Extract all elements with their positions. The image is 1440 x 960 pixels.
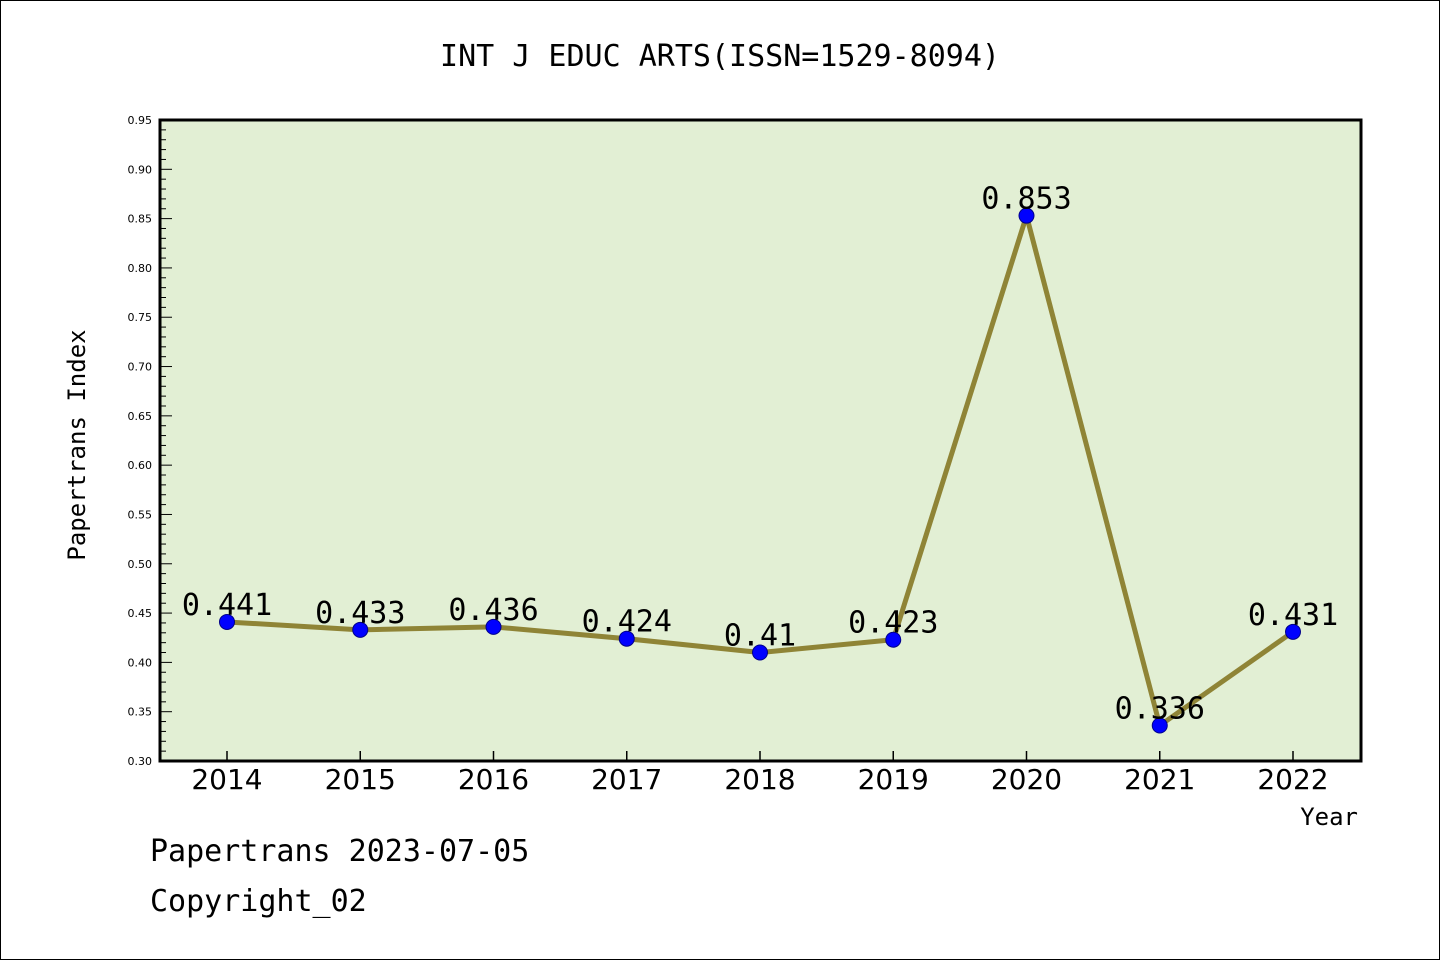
data-label: 0.431 [1248, 598, 1338, 633]
data-point [618, 630, 635, 647]
x-tick-label: 2022 [1257, 763, 1328, 796]
y-axis-label: Papertrans Index [63, 329, 91, 560]
y-axis: 0.30 0.35 0.40 0.45 0.50 0.55 0.60 0.65 0.70 0.75… [128, 114, 172, 768]
data-labels: 0.441 0.433 0.436 0.424 0.41 0.423 0.853 0.336 0… [182, 182, 1338, 727]
footer-copyright: Copyright_02 [150, 884, 367, 919]
x-tick-label: 2017 [591, 763, 662, 796]
y-tick-label: 0.60 [128, 459, 153, 472]
y-tick-label: 0.55 [128, 508, 153, 521]
data-point [352, 621, 369, 638]
data-point [752, 644, 768, 661]
x-tick-label: 2016 [458, 763, 529, 796]
x-axis-label: Year [1300, 803, 1358, 831]
data-point [1018, 207, 1035, 224]
data-point [219, 613, 235, 630]
data-point [885, 631, 902, 648]
x-tick-label: 2015 [325, 763, 396, 796]
data-point [1151, 717, 1168, 734]
x-tick-label: 2021 [1124, 763, 1195, 796]
series-markers [219, 207, 1301, 734]
data-label: 0.436 [448, 593, 538, 628]
data-label: 0.336 [1115, 691, 1205, 726]
data-label: 0.853 [981, 182, 1071, 217]
footer-date: Papertrans 2023-07-05 [150, 834, 530, 869]
data-label: 0.423 [848, 606, 938, 641]
y-tick-label: 0.95 [128, 114, 153, 127]
y-tick-label: 0.50 [128, 558, 153, 571]
data-label: 0.441 [182, 588, 272, 623]
x-tick-label: 2014 [191, 763, 262, 796]
x-tick-label: 2019 [858, 763, 929, 796]
y-tick-label: 0.30 [128, 755, 153, 768]
y-tick-label: 0.45 [128, 607, 153, 620]
y-tick-label: 0.65 [128, 410, 153, 423]
data-point [1285, 623, 1301, 640]
y-tick-label: 0.80 [128, 262, 153, 275]
data-point [485, 618, 502, 635]
y-tick-label: 0.40 [128, 656, 153, 669]
y-tick-label: 0.75 [128, 311, 153, 324]
data-label: 0.41 [724, 619, 796, 654]
y-tick-label: 0.35 [128, 706, 153, 719]
x-tick-label: 2020 [991, 763, 1062, 796]
x-axis: 2014 2015 2016 2017 2018 2019 2020 2021 2022 [191, 751, 1329, 796]
data-label: 0.433 [315, 596, 405, 631]
chart-title: INT J EDUC ARTS(ISSN=1529-8094) [440, 39, 1000, 74]
data-label: 0.424 [582, 605, 672, 640]
plot-area [158, 118, 1363, 763]
y-tick-label: 0.70 [128, 361, 153, 374]
y-tick-label: 0.85 [128, 213, 153, 226]
y-tick-label: 0.90 [128, 163, 153, 176]
x-tick-label: 2018 [724, 763, 795, 796]
